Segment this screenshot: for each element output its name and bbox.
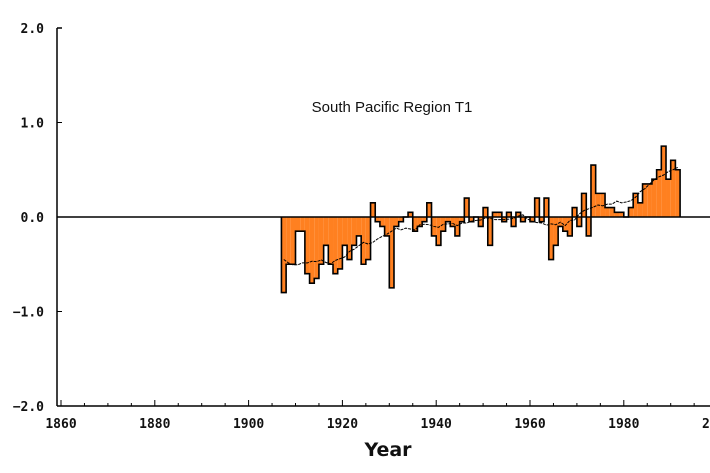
anomaly-bar (633, 193, 638, 217)
anomaly-bar (281, 217, 287, 293)
anomaly-bar (661, 146, 667, 217)
anomaly-bar (436, 217, 441, 246)
x-tick-label: 1920 (327, 417, 358, 432)
anomaly-bar (576, 217, 582, 227)
anomaly-bar (670, 160, 676, 217)
anomaly-bar (520, 217, 526, 222)
anomaly-bar (553, 217, 559, 246)
anomaly-bar (642, 183, 648, 217)
anomaly-bar (426, 202, 432, 217)
anomaly-bar (347, 217, 352, 260)
anomaly-bar (328, 217, 334, 265)
chart-title: South Pacific Region T1 (312, 99, 473, 116)
smoothed-trend-line (283, 166, 678, 266)
anomaly-bar (389, 217, 394, 288)
anomaly-bar (572, 207, 577, 217)
anomaly-bar (417, 217, 423, 227)
anomaly-bar (295, 217, 301, 232)
anomaly-bar (398, 217, 404, 222)
anomaly-bar (370, 202, 376, 217)
anomaly-bar (656, 169, 662, 217)
anomaly-bar (361, 217, 366, 265)
anomaly-bar (600, 193, 606, 217)
x-tick-label: 1900 (233, 417, 264, 432)
anomaly-bar (286, 217, 291, 265)
anomaly-bar (445, 217, 451, 222)
anomaly-bar (318, 217, 324, 265)
anomaly-bar (290, 217, 296, 265)
anomaly-bar (342, 217, 348, 246)
anomaly-bar (614, 212, 620, 217)
anomaly-bar (605, 207, 610, 217)
anomaly-bar (619, 212, 624, 217)
anomaly-bar (530, 217, 535, 222)
y-tick-label: −2.0 (13, 400, 44, 415)
anomaly-bar (637, 202, 643, 217)
anomaly-bars (281, 146, 681, 293)
y-tick-label: −1.0 (13, 306, 44, 321)
anomaly-bar (487, 217, 493, 246)
anomaly-bar (548, 217, 554, 260)
anomaly-bar (497, 212, 502, 217)
anomaly-bar (483, 207, 488, 217)
anomaly-bar (581, 193, 587, 217)
anomaly-bar (469, 217, 474, 222)
anomaly-bar (333, 217, 338, 274)
anomaly-bar (393, 217, 399, 227)
anomaly-bar (454, 217, 460, 236)
anomaly-bar (337, 217, 343, 269)
anomaly-bar (314, 217, 319, 279)
x-tick-label: 2000 (702, 417, 710, 432)
anomaly-bar (464, 198, 470, 217)
anomaly-bar (647, 183, 652, 217)
anomaly-bar (534, 198, 540, 217)
y-tick-labels: 2.0 1.0 0.0 −1.0 −2.0 (13, 22, 44, 415)
anomaly-bar (412, 217, 418, 232)
anomaly-bar (422, 217, 427, 222)
anomaly-bar (511, 217, 516, 227)
anomaly-bar (379, 217, 385, 227)
anomaly-bar (375, 217, 380, 222)
anomaly-bar (323, 217, 329, 246)
y-tick-label: 2.0 (21, 22, 45, 37)
anomaly-bar (309, 217, 315, 284)
anomaly-bar (450, 217, 455, 227)
anomaly-bar (628, 207, 634, 217)
anomaly-bar (351, 217, 357, 246)
anomaly-bar (562, 217, 568, 232)
anomaly-bar (304, 217, 310, 274)
anomaly-bar (384, 217, 390, 236)
anomaly-bar (586, 217, 591, 236)
y-tick-label: 0.0 (21, 211, 45, 226)
anomaly-bar (300, 217, 305, 232)
anomaly-bar (539, 217, 545, 222)
x-tick-label: 1940 (421, 417, 452, 432)
anomaly-bar (675, 169, 681, 217)
x-tick-label: 1980 (608, 417, 639, 432)
anomaly-bar (544, 198, 549, 217)
anomaly-bar (609, 207, 615, 217)
anomaly-bar (408, 212, 413, 217)
x-axis-label: Year (363, 439, 412, 461)
x-tick-label: 1960 (514, 417, 545, 432)
anomaly-bar (478, 217, 484, 227)
x-tick-labels: 1860 1880 1900 1920 1940 1960 1980 2000 (45, 417, 710, 432)
anomaly-bar (459, 217, 465, 222)
x-tick-label: 1860 (45, 417, 76, 432)
anomaly-bar (590, 165, 596, 217)
y-tick-label: 1.0 (21, 117, 45, 132)
anomaly-bar (515, 212, 521, 217)
anomaly-bar (356, 217, 362, 236)
anomaly-bar (666, 179, 671, 217)
anomaly-bar (567, 217, 573, 236)
anomaly-bar (506, 212, 512, 217)
anomaly-bar (492, 212, 498, 217)
anomaly-bar (365, 217, 371, 260)
x-tick-label: 1880 (139, 417, 170, 432)
anomaly-bar (651, 179, 657, 217)
